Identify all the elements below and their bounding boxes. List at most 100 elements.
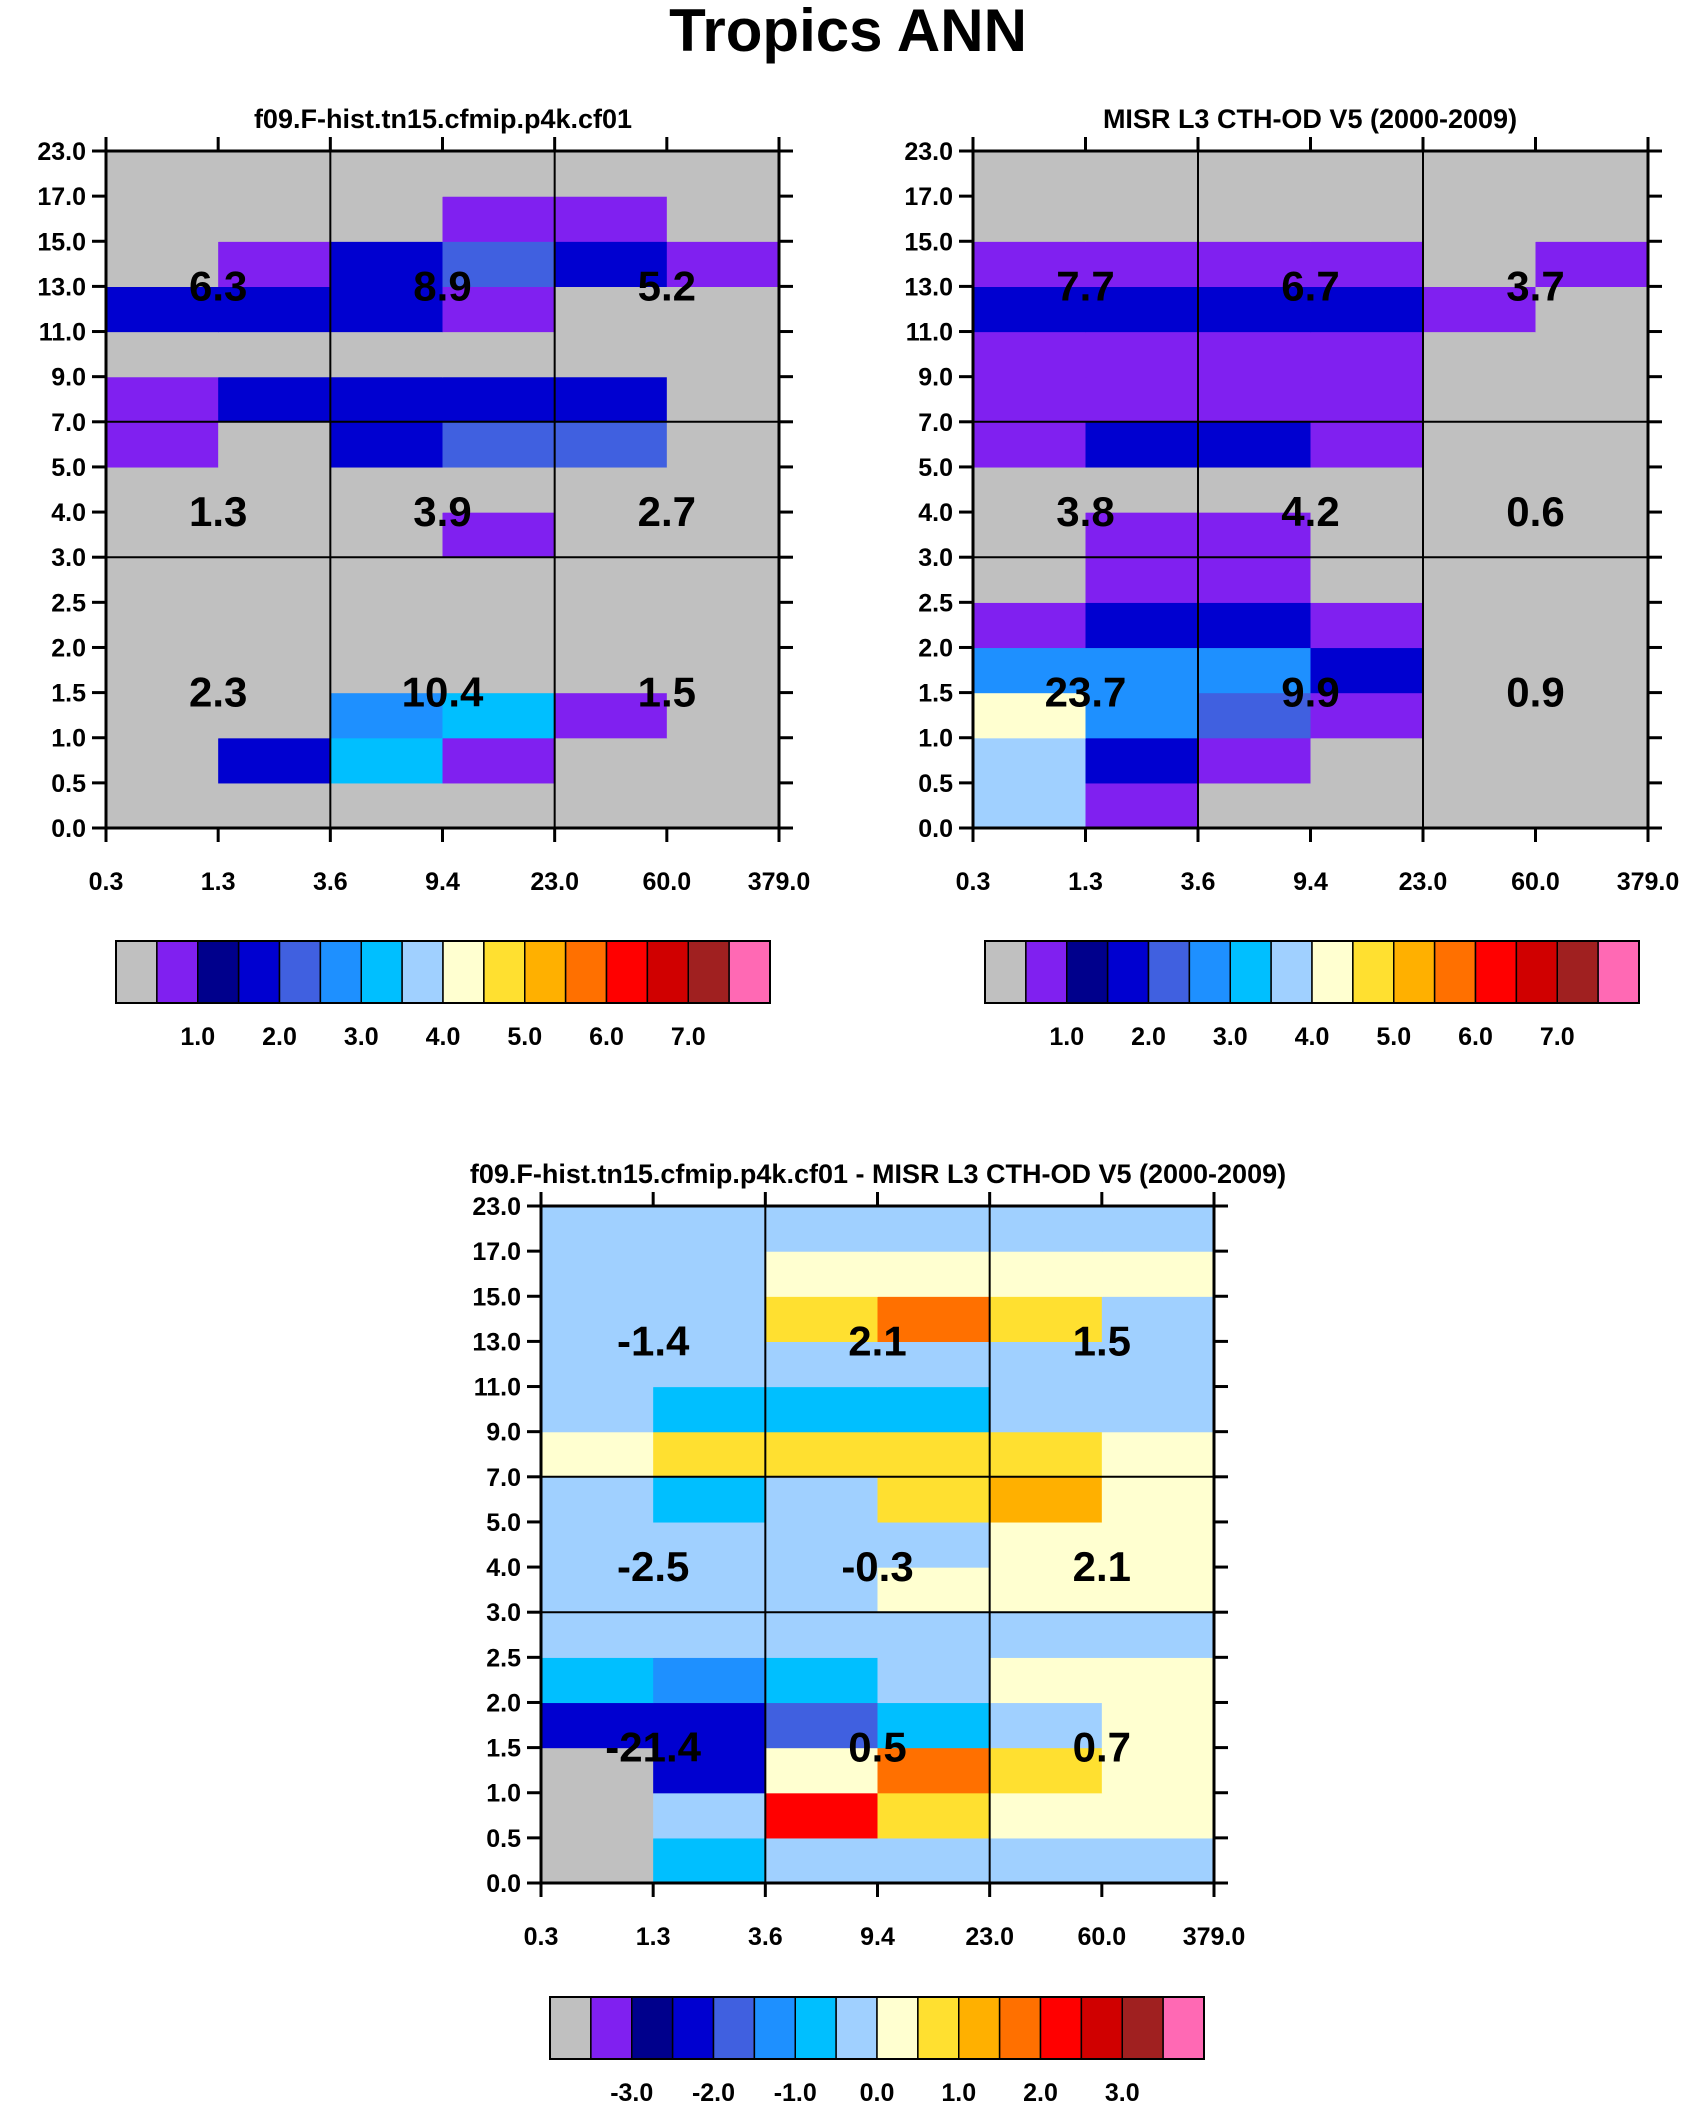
y-tick-label: 7.0 — [918, 409, 953, 437]
colorbar-swatch — [835, 1996, 878, 2060]
heatmap-cell — [218, 782, 331, 829]
heatmap-cell — [1310, 782, 1424, 829]
heatmap-cell — [541, 1702, 654, 1749]
box-mean-label: 3.9 — [413, 488, 471, 535]
box-mean-label: 1.5 — [638, 669, 696, 716]
heatmap-cell — [1085, 512, 1199, 558]
heatmap-cell — [218, 737, 331, 784]
y-tick-label: 23.0 — [37, 138, 86, 166]
colorbar-label: 2.0 — [1023, 2079, 1058, 2107]
box-mean-label: 23.7 — [1045, 669, 1127, 716]
colorbar-label: 1.0 — [941, 2079, 976, 2107]
x-tick-label: 60.0 — [1077, 1923, 1126, 1951]
y-tick-label: 9.0 — [918, 364, 953, 392]
heatmap-cell — [653, 1702, 766, 1749]
heatmap-cell — [1423, 376, 1537, 423]
heatmap-cell — [989, 1521, 1103, 1568]
colorbar-swatch — [401, 940, 444, 1004]
y-tick-label: 0.0 — [486, 1870, 521, 1898]
y-tick-label: 1.5 — [51, 680, 86, 708]
heatmap-cell — [1310, 466, 1424, 513]
x-tick-label: 3.6 — [748, 1923, 783, 1951]
heatmap-cell — [442, 782, 556, 829]
heatmap-cell — [1085, 557, 1199, 603]
heatmap-cell — [1423, 286, 1537, 333]
heatmap-cell — [554, 512, 668, 558]
x-tick-label: 1.3 — [636, 1923, 671, 1951]
y-tick-label: 4.0 — [486, 1554, 521, 1582]
heatmap-cell — [218, 421, 331, 468]
y-tick-label: 15.0 — [472, 1283, 521, 1311]
heatmap-cell — [877, 1341, 991, 1388]
y-tick-label: 9.0 — [51, 364, 86, 392]
heatmap-cell — [666, 196, 780, 242]
panel-2: 0.3 1.3 3.6 9.4 23.0 60.0 379.0 0.0 0.5 1.0 1.5 2.0… — [904, 104, 1679, 1051]
box-mean-label: -1.4 — [617, 1317, 690, 1364]
colorbar-swatch — [646, 940, 690, 1004]
x-tick-label: 60.0 — [1511, 868, 1560, 896]
box-mean-label: 2.7 — [638, 488, 696, 535]
heatmap-cell — [973, 557, 1087, 603]
box-mean-label: 2.1 — [1073, 1543, 1131, 1590]
heatmap-cell — [106, 692, 219, 739]
heatmap-cell — [1535, 466, 1649, 513]
heatmap-cell — [1423, 692, 1537, 739]
y-tick-label: 1.0 — [51, 725, 86, 753]
heatmap-cell — [442, 512, 556, 558]
heatmap-cell — [1101, 1521, 1215, 1568]
y-tick-label: 2.0 — [486, 1689, 521, 1717]
heatmap-cell — [1423, 196, 1537, 242]
heatmap-cell — [1085, 421, 1199, 468]
heatmap-cell — [554, 151, 668, 197]
colorbar-label: 1.0 — [180, 1023, 215, 1051]
heatmap-cell — [1101, 1431, 1215, 1478]
heatmap-cell — [653, 1521, 766, 1568]
colorbar-swatch — [1474, 940, 1518, 1004]
heatmap-cell — [666, 692, 780, 739]
y-tick-label: 4.0 — [51, 499, 86, 527]
y-tick-label: 0.5 — [51, 770, 86, 798]
heatmap-cell — [1085, 647, 1199, 694]
heatmap-cell — [218, 466, 331, 513]
heatmap-cell — [442, 557, 556, 603]
heatmap-cell — [1101, 1341, 1215, 1388]
colorbar-swatch — [1106, 940, 1150, 1004]
y-tick-label: 17.0 — [904, 183, 953, 211]
heatmap-cell — [877, 1657, 991, 1704]
heatmap-cell — [973, 376, 1087, 423]
colorbar-label: 3.0 — [344, 1023, 379, 1051]
heatmap-cell — [1085, 376, 1199, 423]
y-tick-label: 0.5 — [486, 1825, 521, 1853]
y-tick-label: 9.0 — [486, 1419, 521, 1447]
heatmap-cell — [765, 1251, 879, 1297]
heatmap-cell — [330, 286, 444, 333]
heatmap-cell — [442, 466, 556, 513]
box-mean-label: 0.9 — [1506, 669, 1564, 716]
colorbar-label: 0.0 — [860, 2079, 895, 2107]
box-mean-label: 0.6 — [1506, 488, 1564, 535]
box-mean-label: 8.9 — [413, 262, 471, 309]
heatmap-cell — [1085, 782, 1199, 829]
heatmap-cell — [554, 647, 668, 694]
heatmap-cell — [1198, 512, 1312, 558]
heatmap-cell — [330, 466, 444, 513]
heatmap-cell — [973, 602, 1087, 649]
heatmap-cell — [1198, 737, 1312, 784]
heatmap-cell — [330, 376, 444, 423]
box-mean-label: 1.3 — [189, 488, 247, 535]
colorbar-swatch — [1025, 940, 1068, 1004]
box-mean-label: -2.5 — [617, 1543, 689, 1590]
y-tick-label: 2.5 — [486, 1644, 521, 1672]
heatmap-cell — [653, 1206, 766, 1252]
box-mean-label: 3.7 — [1506, 262, 1564, 309]
heatmap-cell — [1535, 782, 1649, 829]
y-tick-label: 11.0 — [474, 1374, 521, 1402]
heatmap-cell — [1085, 737, 1199, 784]
heatmap-cell — [330, 647, 444, 694]
heatmap-cell — [442, 286, 556, 333]
heatmap-cell — [218, 241, 331, 287]
y-tick-label: 13.0 — [37, 273, 86, 301]
heatmap-cell — [989, 1792, 1103, 1839]
heatmap-cell — [973, 737, 1087, 784]
colorbar-swatch — [998, 1996, 1042, 2060]
